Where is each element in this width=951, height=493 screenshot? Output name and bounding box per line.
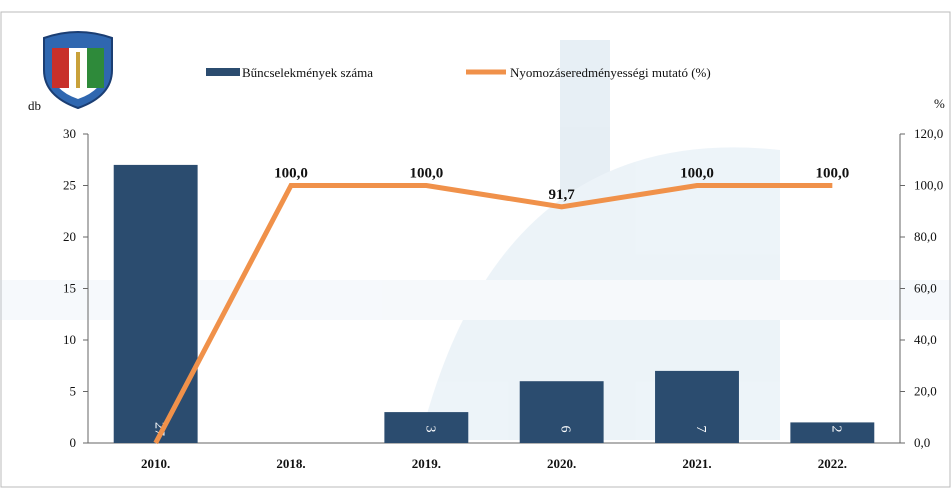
bar-label: 3: [422, 426, 437, 433]
bar-label: 7: [693, 426, 708, 433]
bar-label: 6: [558, 426, 573, 433]
data-label: 100,0: [409, 166, 443, 182]
bar: [520, 381, 604, 443]
bar-label: 2: [828, 426, 843, 433]
x-tick-label: 2022.: [818, 456, 847, 471]
y-axis-label: db: [28, 98, 41, 113]
bar: [114, 165, 198, 443]
legend-swatch: [206, 68, 240, 76]
y2-tick-label: 100,0: [914, 178, 943, 193]
y-tick-label: 0: [70, 435, 77, 450]
y-tick-label: 15: [63, 281, 76, 296]
legend-label: Bűncselekmények száma: [242, 65, 373, 80]
data-label: 100,0: [274, 166, 308, 182]
x-tick-label: 2020.: [547, 456, 576, 471]
x-tick-label: 2018.: [276, 456, 305, 471]
y-tick-label: 10: [63, 332, 76, 347]
y2-tick-label: 20,0: [914, 384, 937, 399]
y2-tick-label: 60,0: [914, 281, 937, 296]
data-label: 91,7: [549, 187, 576, 203]
data-label: 100,0: [680, 166, 714, 182]
y-tick-label: 5: [70, 384, 77, 399]
y-tick-label: 25: [63, 178, 76, 193]
x-tick-label: 2019.: [412, 456, 441, 471]
y2-tick-label: 80,0: [914, 229, 937, 244]
x-tick-label: 2021.: [682, 456, 711, 471]
y-tick-label: 20: [63, 229, 76, 244]
y2-tick-label: 120,0: [914, 126, 943, 141]
legend-label: Nyomozáseredményességi mutató (%): [510, 65, 711, 80]
x-tick-label: 2010.: [141, 456, 170, 471]
y-tick-label: 30: [63, 126, 76, 141]
y2-axis-label: %: [934, 96, 945, 111]
y2-tick-label: 40,0: [914, 332, 937, 347]
y2-tick-label: 0,0: [914, 435, 930, 450]
data-label: 100,0: [815, 166, 849, 182]
chart: db % 0 5 10 15 20 25 30 0,0 20,0 40,0 60,0 80,0 100,…: [0, 0, 951, 488]
